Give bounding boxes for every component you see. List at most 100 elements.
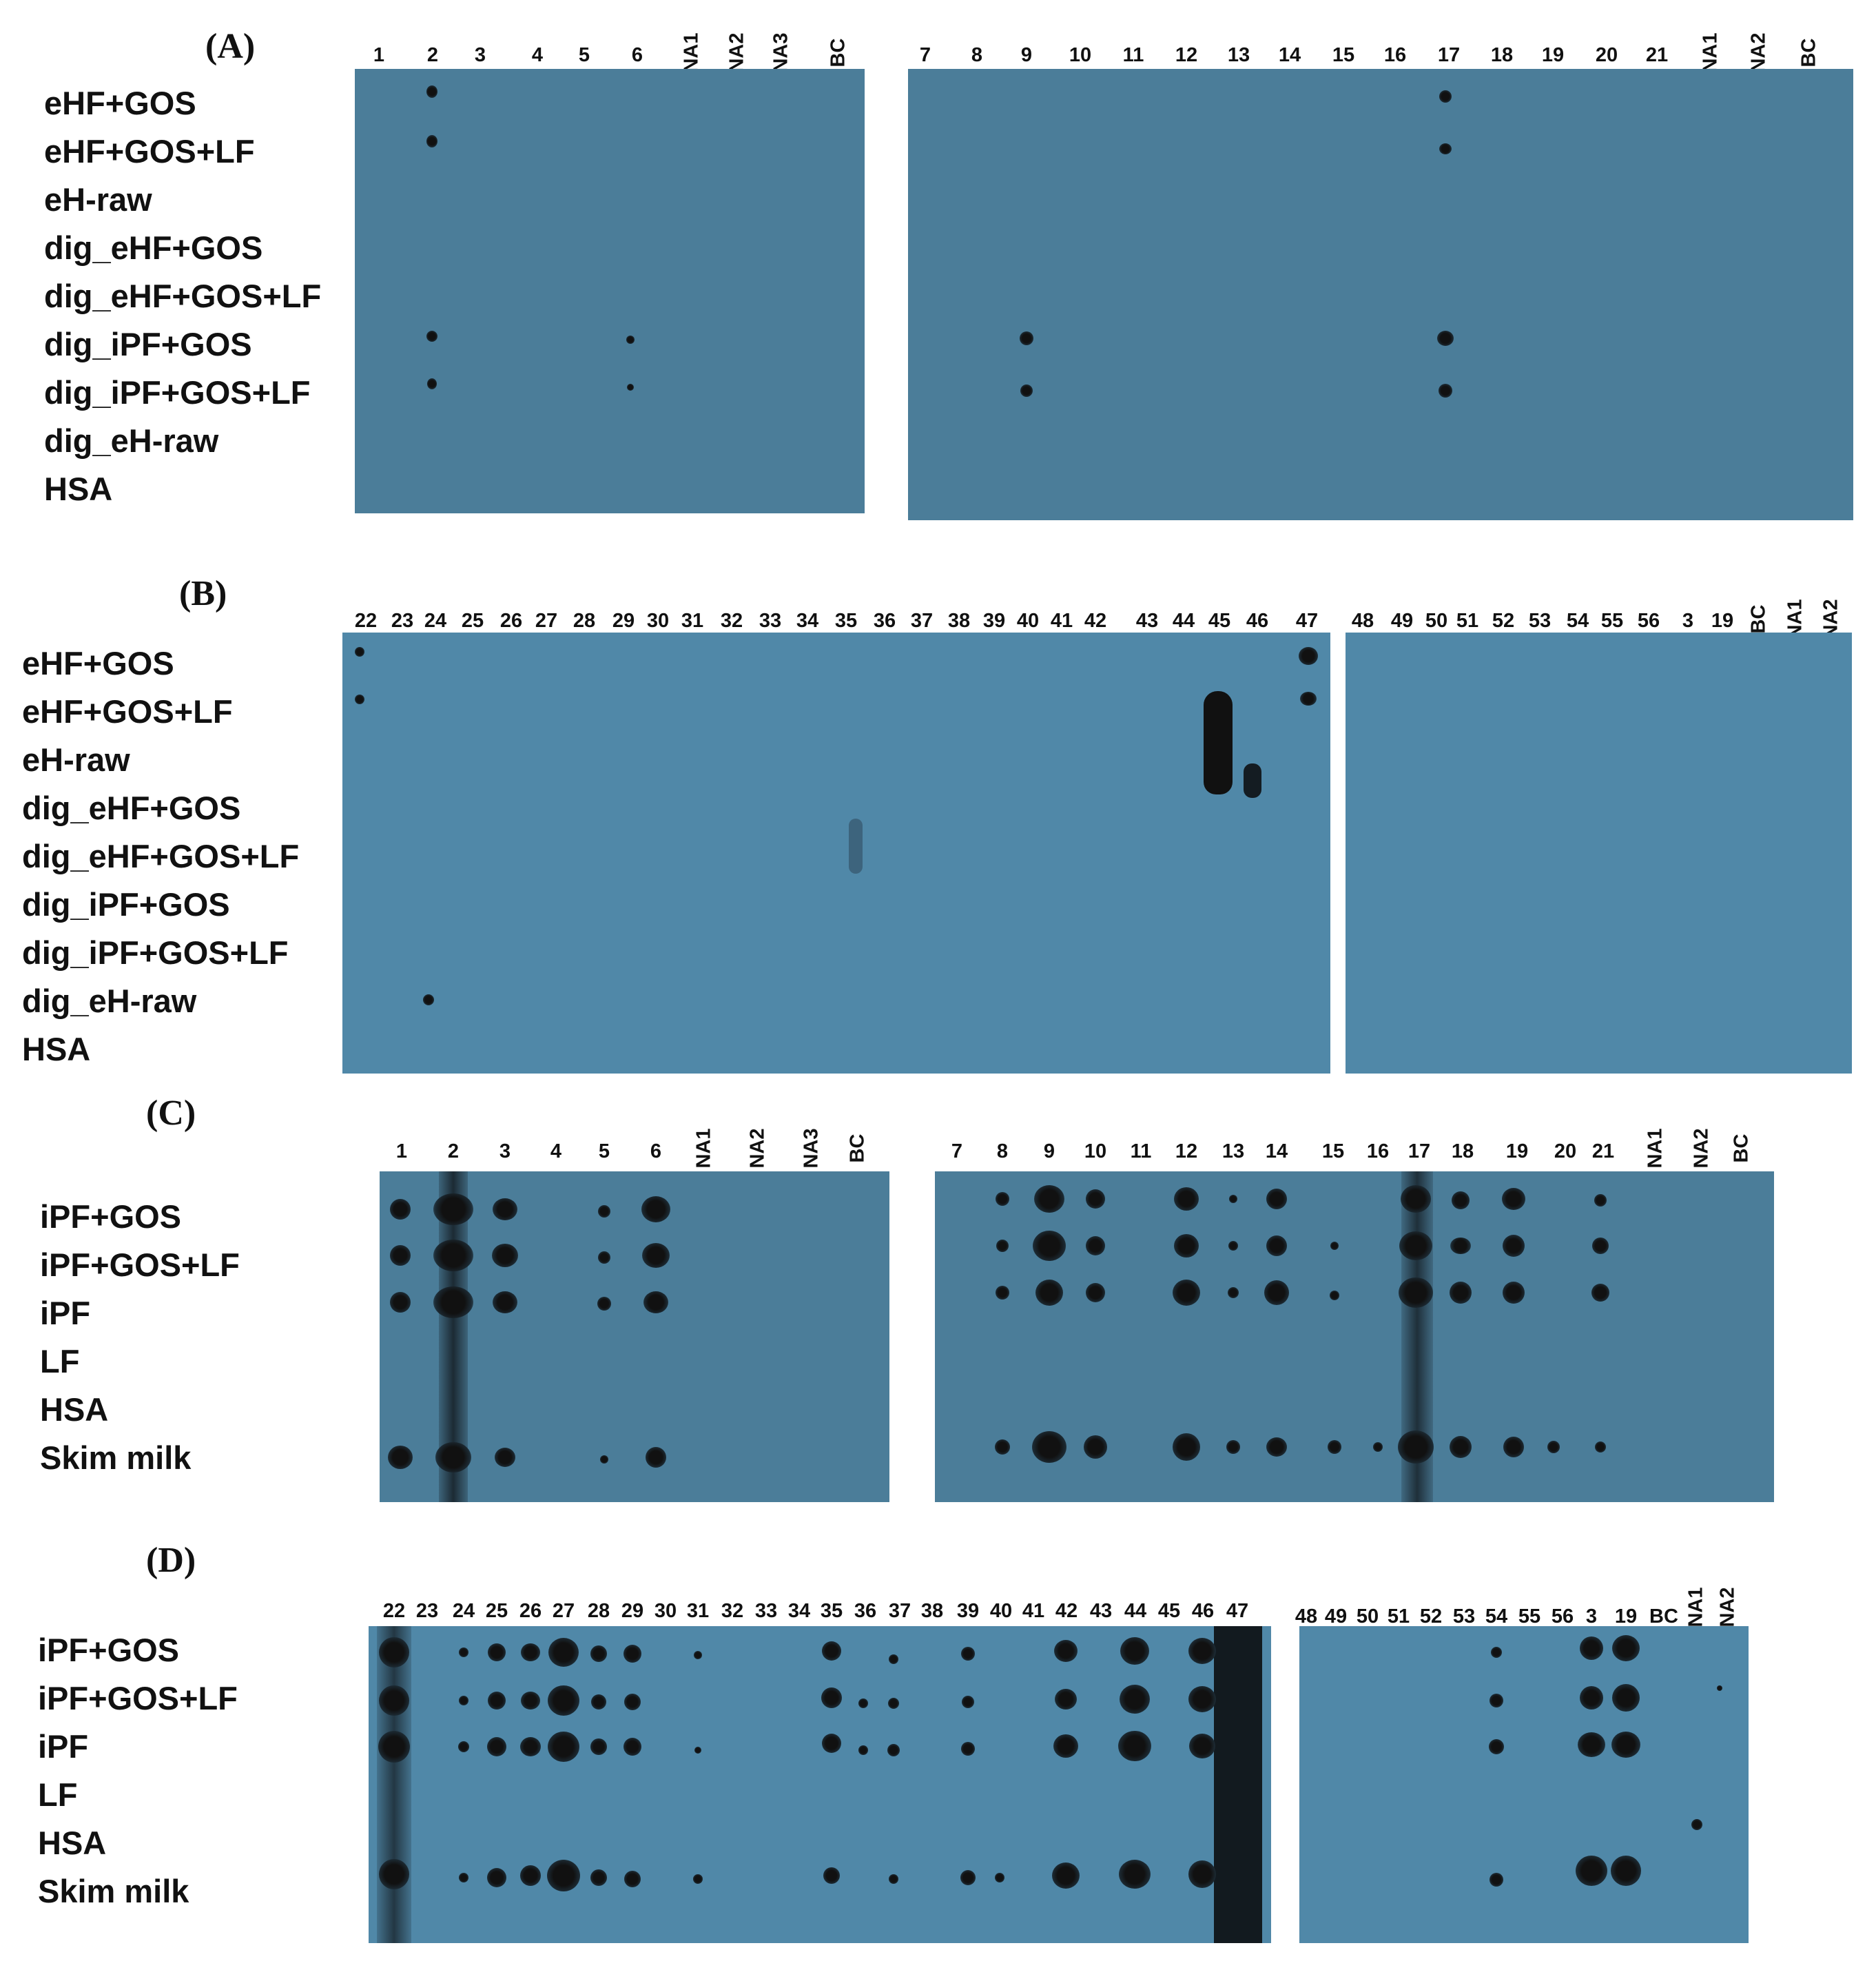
spot — [1595, 1441, 1606, 1453]
col-label: 30 — [646, 610, 670, 632]
row-label: dig_iPF+GOS — [44, 326, 252, 362]
spot — [1489, 1739, 1504, 1754]
spot — [694, 1651, 702, 1659]
spot — [1578, 1732, 1605, 1757]
spot — [1580, 1686, 1603, 1710]
spot — [379, 1859, 409, 1889]
row-label: dig_iPF+GOS — [22, 886, 230, 923]
row-label: eHF+GOS+LF — [44, 133, 255, 170]
spot — [823, 1867, 840, 1884]
row-label: HSA — [40, 1391, 109, 1428]
spot — [1034, 1185, 1064, 1213]
spot — [426, 135, 437, 147]
spot — [1086, 1283, 1105, 1302]
spot — [1612, 1635, 1640, 1661]
panel-b-right-membrane — [1346, 633, 1852, 1074]
spot — [1452, 1191, 1470, 1209]
spot — [597, 1297, 611, 1311]
col-label: 19 — [1711, 610, 1734, 632]
spot — [1611, 1856, 1641, 1886]
large-smear — [1204, 691, 1233, 794]
col-label: 3 — [1585, 1605, 1598, 1628]
col-label: 42 — [1084, 610, 1107, 632]
row-label: iPF — [40, 1295, 91, 1331]
col-label: 7 — [951, 1140, 963, 1162]
faint-streak — [849, 819, 863, 874]
spot — [1264, 1280, 1289, 1305]
spot — [1052, 1862, 1080, 1889]
col-label: 9 — [1043, 1140, 1055, 1162]
col-label: 56 — [1637, 610, 1660, 632]
spot — [458, 1741, 469, 1752]
spot — [1503, 1282, 1525, 1304]
spot — [1576, 1856, 1607, 1886]
spot — [433, 1286, 473, 1318]
col-label: NA3 — [800, 1128, 823, 1169]
col-label: NA1 — [1644, 1128, 1667, 1169]
col-label: 50 — [1425, 610, 1448, 632]
col-label: 14 — [1278, 44, 1301, 66]
spot — [1503, 1437, 1524, 1457]
spot — [459, 1648, 468, 1657]
col-label: 31 — [686, 1600, 710, 1622]
spot — [1490, 1873, 1503, 1887]
spot — [821, 1687, 842, 1708]
col-label: 46 — [1191, 1600, 1215, 1622]
spot — [1084, 1435, 1107, 1459]
row-label: Skim milk — [40, 1439, 192, 1476]
spot — [379, 1685, 409, 1716]
spot — [961, 1742, 975, 1756]
row-label: eHF+GOS — [22, 645, 174, 681]
col-label: 19 — [1614, 1605, 1638, 1628]
col-label: BC — [1730, 1133, 1753, 1163]
spot — [547, 1860, 580, 1891]
col-label: BC — [1797, 38, 1820, 68]
spot — [493, 1198, 517, 1220]
col-label: 10 — [1069, 44, 1092, 66]
row-label: dig_eHF+GOS+LF — [22, 838, 300, 874]
spot — [1717, 1685, 1722, 1691]
spot — [1450, 1282, 1472, 1304]
col-label: NA1 — [680, 32, 703, 73]
col-label: 35 — [820, 1600, 843, 1622]
lane-smear — [377, 1626, 411, 1943]
spot — [379, 1637, 409, 1667]
spot — [492, 1244, 518, 1267]
col-label: 37 — [888, 1600, 911, 1622]
col-label: 6 — [650, 1140, 662, 1162]
spot — [390, 1245, 411, 1266]
row-label: eH-raw — [44, 181, 152, 218]
col-label: 12 — [1175, 44, 1198, 66]
col-label: 55 — [1518, 1605, 1541, 1628]
spot — [1174, 1234, 1199, 1258]
col-label: 47 — [1226, 1600, 1249, 1622]
spot — [1373, 1442, 1383, 1452]
spot — [1328, 1440, 1341, 1454]
row-label: HSA — [22, 1031, 91, 1067]
spot — [388, 1446, 413, 1469]
spot — [1119, 1860, 1151, 1889]
spot — [1229, 1195, 1237, 1203]
spot — [1055, 1689, 1077, 1710]
spot — [548, 1685, 579, 1716]
panel-c-right-membrane — [935, 1171, 1774, 1502]
spot — [1266, 1235, 1287, 1256]
col-label: 4 — [531, 44, 544, 66]
spot — [590, 1645, 607, 1662]
spot — [996, 1240, 1009, 1252]
col-label: 29 — [621, 1600, 644, 1622]
col-label: 33 — [754, 1600, 778, 1622]
col-label: 32 — [720, 610, 743, 632]
spot — [600, 1455, 608, 1464]
col-label: 26 — [519, 1600, 542, 1622]
col-label: 15 — [1332, 44, 1355, 66]
spot — [1300, 692, 1317, 706]
col-label: 40 — [989, 1600, 1013, 1622]
row-label: dig_eHF+GOS — [22, 790, 241, 826]
spot — [1439, 90, 1452, 103]
panel-b-left-membrane — [342, 633, 1330, 1074]
col-label: 24 — [424, 610, 447, 632]
spot — [488, 1643, 506, 1661]
col-label: 36 — [873, 610, 896, 632]
spot — [1053, 1734, 1078, 1758]
